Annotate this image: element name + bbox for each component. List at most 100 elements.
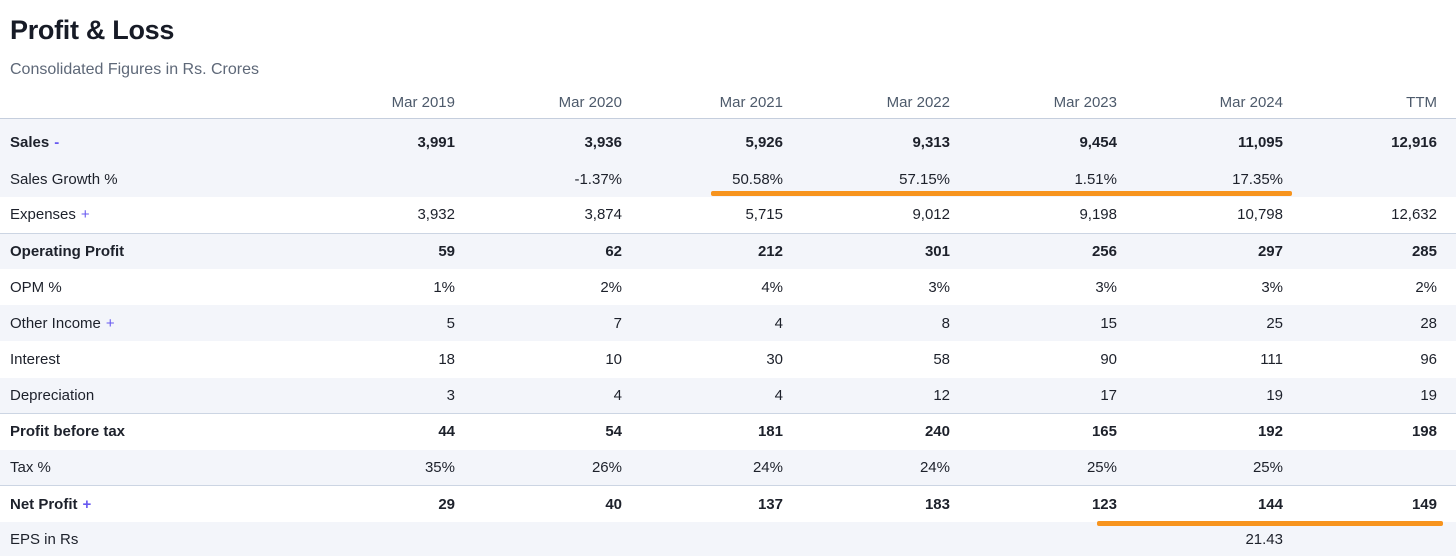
cell-value: 240 — [924, 423, 950, 441]
cell-value: 25% — [1117, 449, 1283, 487]
expand-icon[interactable]: + — [80, 206, 90, 224]
cell-value: 17.35% — [1232, 170, 1283, 188]
row-label-text: Sales Growth % — [10, 170, 118, 188]
column-header: Mar 2024 — [1117, 90, 1283, 119]
profit-loss-table: Mar 2019 Mar 2020 Mar 2021 Mar 2022 Mar 2023… — [0, 90, 1456, 556]
row-label-opm: OPM % — [0, 269, 298, 305]
table-row-opm: OPM % 1% 2% 4% 3% 3% 3% 2% — [0, 269, 1456, 305]
cell-value: 9,198 — [950, 197, 1117, 234]
row-label-sales[interactable]: Sales - — [0, 118, 298, 161]
cell-value: 62 — [605, 242, 622, 260]
cell-value: 3% — [1095, 278, 1117, 296]
column-header: Mar 2022 — [783, 90, 950, 119]
cell-value: 59 — [438, 242, 455, 260]
cell-value: 29 — [438, 495, 455, 513]
cell-value: 2% — [600, 278, 622, 296]
cell-value: 25 — [1266, 314, 1283, 332]
cell-value: 5 — [446, 314, 455, 332]
cell-value: 4% — [761, 278, 783, 296]
row-label-text: EPS in Rs — [10, 531, 79, 549]
cell-value: 54 — [605, 423, 622, 441]
cell-value: 192 — [1257, 423, 1283, 441]
column-header: TTM — [1283, 90, 1456, 119]
cell-value: 3% — [1261, 278, 1283, 296]
cell-value: 3,932 — [298, 197, 455, 234]
cell-value: 57.15% — [899, 170, 950, 188]
cell-value: 137 — [757, 495, 783, 513]
cell-value: 144 — [1257, 495, 1283, 513]
cell-value — [1283, 161, 1456, 197]
row-label-tax: Tax % — [0, 449, 298, 487]
row-label-net-profit[interactable]: Net Profit + — [0, 486, 298, 522]
cell-value — [298, 522, 455, 556]
cell-value: 2% — [1415, 278, 1437, 296]
cell-value: 12,916 — [1391, 133, 1437, 151]
expand-icon[interactable]: + — [82, 495, 92, 513]
cell-value: 256 — [1091, 242, 1117, 260]
collapse-icon[interactable]: - — [54, 133, 60, 151]
cell-value: 4 — [455, 377, 622, 415]
cell-value: 149 — [1411, 495, 1437, 513]
net-profit-underline-annotation — [1097, 521, 1443, 526]
cell-value: 10 — [605, 351, 622, 369]
column-header-label-spacer — [0, 90, 298, 119]
cell-value: 5,715 — [622, 197, 783, 234]
page-title: Profit & Loss — [10, 15, 175, 45]
row-label-text: OPM % — [10, 278, 62, 296]
cell-value: 183 — [924, 495, 950, 513]
cell-value: 198 — [1411, 423, 1437, 441]
table-row-profit-before-tax: Profit before tax 44 54 181 240 165 192 198 — [0, 414, 1456, 450]
cell-value: 10,798 — [1117, 197, 1283, 234]
row-label-operating-profit: Operating Profit — [0, 233, 298, 269]
cell-value — [455, 522, 622, 556]
cell-value: 1.51% — [1074, 170, 1117, 188]
cell-value — [783, 522, 950, 556]
row-label-text: Net Profit — [10, 495, 78, 513]
table-row-tax: Tax % 35% 26% 24% 24% 25% 25% — [0, 449, 1456, 487]
cell-value: 24% — [783, 449, 950, 487]
row-label-sales-growth: Sales Growth % — [0, 161, 298, 197]
expand-icon[interactable]: + — [105, 314, 115, 332]
row-label-text: Expenses — [10, 206, 76, 224]
cell-value: 3,991 — [417, 133, 455, 151]
row-label-text: Sales — [10, 133, 50, 151]
row-label-text: Profit before tax — [10, 423, 126, 441]
column-header: Mar 2021 — [622, 90, 783, 119]
cell-value: 12 — [783, 377, 950, 415]
cell-value: 3,936 — [584, 133, 622, 151]
cell-value: 90 — [1100, 351, 1117, 369]
cell-value: 11,095 — [1237, 133, 1283, 151]
table-row-interest: Interest 18 10 30 58 90 111 96 — [0, 341, 1456, 377]
row-label-interest: Interest — [0, 341, 298, 377]
cell-value — [1283, 522, 1456, 556]
cell-value: 5,926 — [745, 133, 783, 151]
panel-header: Profit & Loss Consolidated Figures in Rs… — [0, 0, 1456, 80]
row-label-other-income[interactable]: Other Income + — [0, 305, 298, 341]
sales-growth-underline-annotation — [711, 191, 1292, 196]
cell-value: 40 — [605, 495, 622, 513]
cell-value: 212 — [757, 242, 783, 260]
cell-value: 25% — [950, 449, 1117, 487]
table-row-operating-profit: Operating Profit 59 62 212 301 256 297 285 — [0, 233, 1456, 270]
cell-value: 50.58% — [732, 170, 783, 188]
column-header-row: Mar 2019 Mar 2020 Mar 2021 Mar 2022 Mar 2023… — [0, 90, 1456, 119]
cell-value: 26% — [455, 449, 622, 487]
column-header: Mar 2023 — [950, 90, 1117, 119]
row-label-profit-before-tax: Profit before tax — [0, 414, 298, 450]
table-row-expenses: Expenses +3,932 3,874 5,715 9,012 9,198 10,798… — [0, 197, 1456, 234]
table-row-sales: Sales - 3,991 3,936 5,926 9,313 9,454 11,095 12,… — [0, 118, 1456, 161]
cell-value: 297 — [1257, 242, 1283, 260]
cell-value: 35% — [298, 449, 455, 487]
cell-value: 301 — [924, 242, 950, 260]
cell-value — [1283, 449, 1456, 487]
cell-value: 21.43 — [1245, 531, 1283, 549]
cell-value: 17 — [950, 377, 1117, 415]
row-label-expenses[interactable]: Expenses + — [0, 197, 298, 234]
cell-value: 96 — [1420, 351, 1437, 369]
row-label-text: Tax % — [10, 459, 51, 477]
cell-value: 12,632 — [1283, 197, 1456, 234]
table-body: Sales - 3,991 3,936 5,926 9,313 9,454 11,095 12,… — [0, 118, 1456, 556]
column-header: Mar 2019 — [298, 90, 455, 119]
cell-value: 24% — [622, 449, 783, 487]
cell-value: 3 — [298, 377, 455, 415]
